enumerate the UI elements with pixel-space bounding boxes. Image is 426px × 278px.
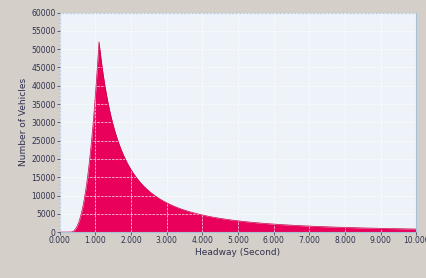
X-axis label: Headway (Second): Headway (Second): [195, 248, 280, 257]
Y-axis label: Number of Vehicles: Number of Vehicles: [20, 78, 29, 166]
